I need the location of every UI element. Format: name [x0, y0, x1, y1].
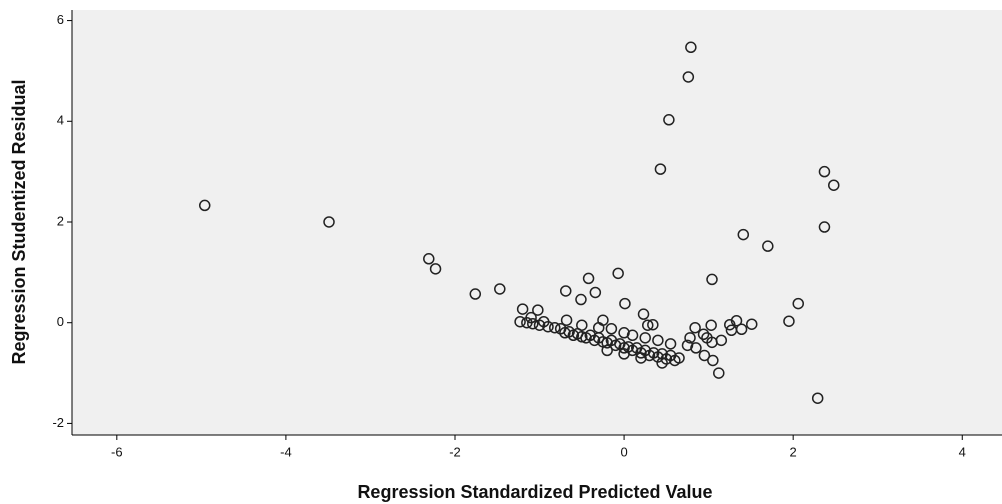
- plot-area: [72, 10, 1002, 435]
- x-tick-label: 2: [790, 444, 797, 459]
- chart: Regression Standardized Predicted Value …: [0, 0, 1002, 504]
- x-tick-label: -2: [449, 444, 461, 459]
- y-axis-title: Regression Studentized Residual: [9, 79, 29, 364]
- x-axis-title: Regression Standardized Predicted Value: [357, 482, 712, 502]
- y-tick-label: 0: [57, 314, 64, 329]
- y-tick-label: 6: [57, 12, 64, 27]
- y-tick-label: 2: [57, 213, 64, 228]
- x-tick-label: 4: [959, 444, 966, 459]
- x-tick-label: -6: [111, 444, 123, 459]
- x-tick-label: -4: [280, 444, 292, 459]
- x-tick-label: 0: [620, 444, 627, 459]
- y-tick-label: -2: [52, 415, 64, 430]
- y-tick-label: 4: [57, 113, 64, 128]
